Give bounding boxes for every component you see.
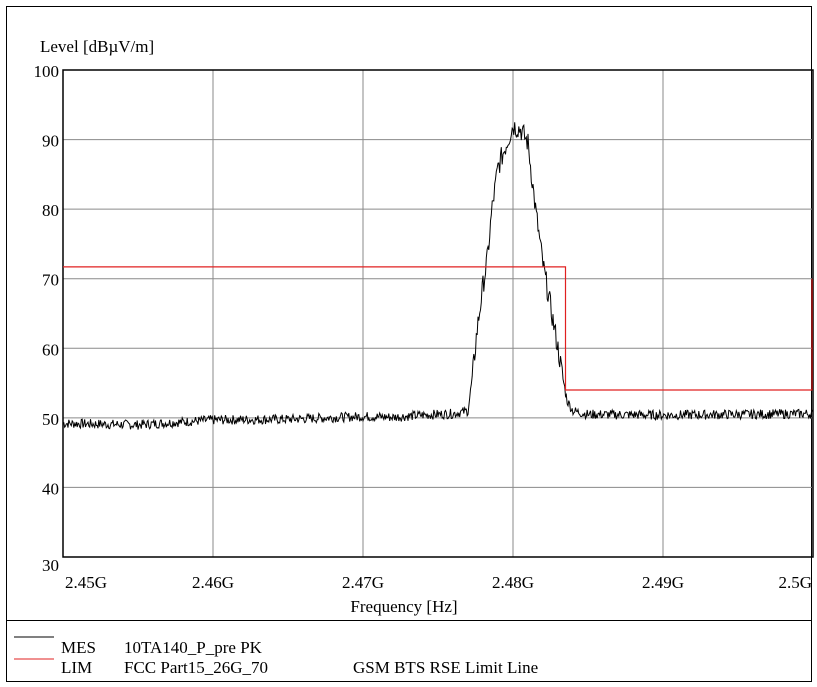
y-tick-label: 80 [42,201,59,220]
y-tick-label: 30 [42,556,59,575]
x-tick-label: 2.49G [642,573,684,592]
y-tick-label: 60 [42,340,59,359]
y-tick-label: 40 [42,479,59,498]
y-tick-label: 50 [42,410,59,429]
legend-note-lim: GSM BTS RSE Limit Line [353,658,538,677]
plot-area [62,69,814,558]
legend-separator [6,620,812,621]
tick-labels: 2.45G 2.46G 2.47G 2.48G 2.49G 2.5G 30 40 50 60 70 8… [34,62,813,592]
y-tick-label: 100 [34,62,60,81]
legend-label-mes: 10TA140_P_pre PK [124,638,263,657]
x-axis-label: Frequency [Hz] [350,597,457,616]
series-mes-line [62,122,814,430]
series-lim-line [63,266,813,391]
y-tick-label: 90 [42,132,59,151]
legend-code-lim: LIM [61,658,92,677]
x-tick-label: 2.47G [342,573,384,592]
legend-label-lim: FCC Part15_26G_70 [124,658,268,677]
series-lines [62,122,814,430]
chart-frame [6,6,812,682]
x-tick-label: 2.45G [65,573,107,592]
y-tick-label: 70 [42,271,59,290]
x-tick-label: 2.48G [492,573,534,592]
legend: MES 10TA140_P_pre PK LIM FCC Part15_26G_… [14,636,538,677]
y-axis-label: Level [dBµV/m] [40,37,154,56]
grid-lines [63,70,813,557]
x-tick-label: 2.5G [778,573,812,592]
legend-code-mes: MES [61,638,96,657]
x-tick-label: 2.46G [192,573,234,592]
